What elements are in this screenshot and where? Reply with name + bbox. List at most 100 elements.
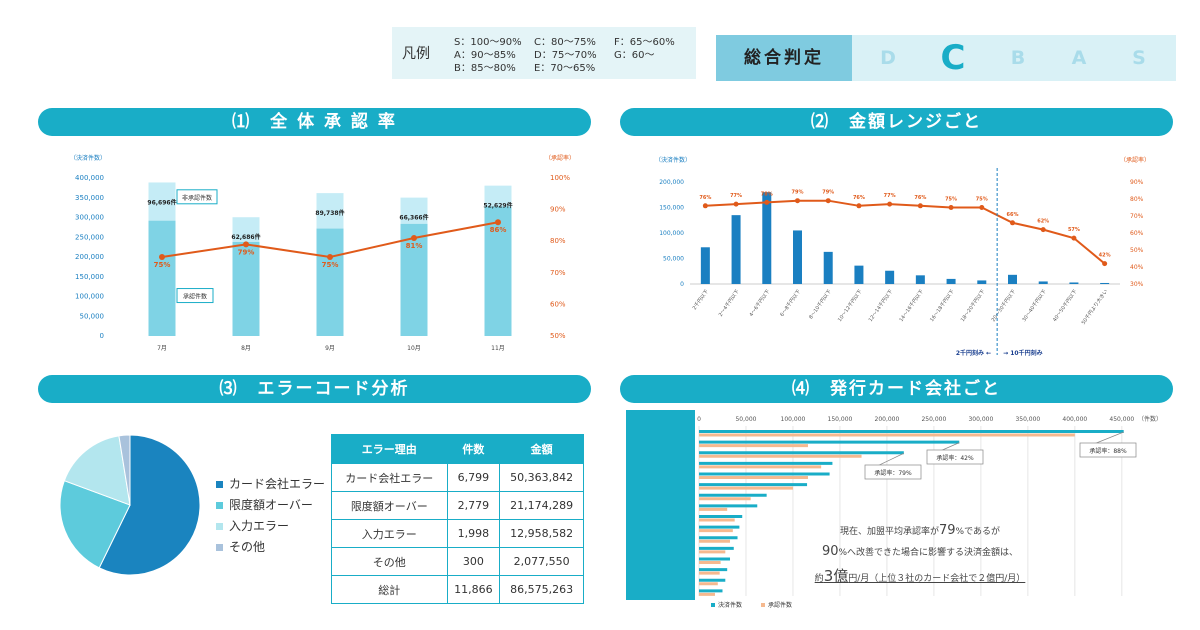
x-tick-label: 50千円より大きい xyxy=(1080,288,1109,326)
rate-point xyxy=(795,198,800,204)
table-row: 入力エラー 1,998 12,958,582 xyxy=(331,519,584,548)
rate-label: 86% xyxy=(490,226,507,234)
count-bar xyxy=(699,483,808,487)
count-bar xyxy=(731,215,741,284)
count-bar xyxy=(699,515,743,518)
legend-swatch xyxy=(216,481,223,488)
y2-tick-label: 30% xyxy=(1130,281,1144,288)
rate-label: 75% xyxy=(945,197,957,203)
bar-value-label: 52,629件 xyxy=(483,202,512,210)
count-bar xyxy=(1008,274,1017,284)
non-approved-bar xyxy=(400,197,428,224)
rate-point xyxy=(1040,227,1046,233)
column-header: 金額 xyxy=(499,434,584,464)
approved-bar xyxy=(484,206,512,336)
callout-label: 承認率：88% xyxy=(1089,447,1127,455)
note-line-1: 現在、加盟平均承認率が79%であるが xyxy=(839,523,1001,538)
rate-point xyxy=(327,254,333,260)
column-header: 件数 xyxy=(446,434,501,464)
count-bar xyxy=(699,504,758,508)
callout-label: 非承認件数 xyxy=(182,194,212,202)
table-cell: 6,799 xyxy=(446,463,501,492)
x-tick-label: 250,000 xyxy=(921,416,946,423)
improvement-note: 現在、加盟平均承認率が79%であるが 90%へ改善できた場合に影響する決済金額は… xyxy=(800,523,1040,586)
table-cell: 入力エラー xyxy=(331,519,448,548)
section-header-overall: ⑴ 全 体 承 認 率 xyxy=(38,108,591,136)
x-tick-label: 10月 xyxy=(407,345,421,352)
pie-slice xyxy=(59,480,131,569)
approved-bar xyxy=(699,539,731,543)
x-tick-label: 300,000 xyxy=(968,416,993,423)
card-issuer-name-panel xyxy=(626,410,695,600)
x-tick-label: 50,000 xyxy=(735,416,756,423)
approved-bar xyxy=(699,592,715,596)
note-line-3: 約3億円/月（上位３社のカード会社で２億円/月） xyxy=(814,567,1026,585)
y-tick-label: 300,000 xyxy=(75,214,104,222)
error-table: エラー理由 件数 金額 カード会社エラー 6,799 50,363,842 限度額オ… xyxy=(331,434,584,604)
table-cell: その他 xyxy=(331,547,448,576)
count-bar xyxy=(699,493,767,497)
legend-item: S：100〜90% xyxy=(454,37,522,48)
note-line-2: 90%へ改善できた場合に影響する決済金額は、 xyxy=(821,544,1019,559)
legend-swatch xyxy=(761,603,765,607)
approved-bar xyxy=(699,582,718,586)
rate-label: 75% xyxy=(154,261,171,269)
pie-legend-item: 入力エラー xyxy=(216,517,289,534)
count-bar xyxy=(946,278,956,284)
rate-label: 57% xyxy=(1068,227,1080,233)
rate-label: 66% xyxy=(1007,212,1019,218)
pie-legend-item: 限度額オーバー xyxy=(216,496,313,513)
y2-tick-label: 80% xyxy=(550,237,566,245)
non-approved-bar xyxy=(484,185,512,207)
rate-label: 62% xyxy=(1037,219,1049,225)
legend-item: G：60〜 xyxy=(614,50,655,61)
y-tick-label: 0 xyxy=(100,332,104,340)
rate-label: 75% xyxy=(322,261,339,269)
count-bar xyxy=(915,275,925,284)
x-tick-label: 450,000 xyxy=(1109,416,1134,423)
legend-swatch xyxy=(216,544,223,551)
count-bar xyxy=(854,265,864,284)
section-header-amount: ⑵ 金額レンジごと xyxy=(620,108,1173,136)
x-tick-label: 16〜18千円以下 xyxy=(928,288,955,323)
x-tick-label: 2〜4千円以下 xyxy=(717,288,741,318)
non-approved-bar xyxy=(148,182,176,221)
x-tick-label: 100,000 xyxy=(781,416,806,423)
table-cell: 12,958,582 xyxy=(499,519,584,548)
table-cell: 1,998 xyxy=(446,519,501,548)
x-tick-label: 30〜40千円以下 xyxy=(1020,288,1047,323)
left-axis-label: （決済件数） xyxy=(655,156,691,164)
approved-bar xyxy=(400,223,428,336)
x-tick-label: 18〜20千円以下 xyxy=(959,288,986,323)
pie-legend-item: カード会社エラー xyxy=(216,475,325,492)
count-bar xyxy=(699,589,723,593)
pie-slice xyxy=(63,435,131,506)
rate-label: 42% xyxy=(1099,253,1111,259)
y2-tick-label: 70% xyxy=(1130,213,1144,220)
x-tick-label: 400,000 xyxy=(1062,416,1087,423)
count-bar xyxy=(1038,281,1048,284)
section-header-errors: ⑶ エラーコード分析 xyxy=(38,375,591,403)
range-annotation-left: 2千円刻み ← xyxy=(956,349,991,357)
count-bar xyxy=(699,536,738,540)
approved-bar xyxy=(316,228,344,336)
x-axis-unit: （件数） xyxy=(1138,415,1162,423)
rate-label: 79% xyxy=(792,190,804,196)
rate-point xyxy=(764,199,770,205)
count-bar xyxy=(700,247,710,284)
callout-box xyxy=(1079,442,1137,458)
x-tick-label: 350,000 xyxy=(1015,416,1040,423)
callout-box xyxy=(176,288,214,304)
x-tick-label: 150,000 xyxy=(828,416,853,423)
grade-letter-s: S xyxy=(1132,47,1146,69)
rate-point xyxy=(948,205,954,210)
callout-box xyxy=(176,189,218,205)
y-tick-label: 350,000 xyxy=(75,194,104,202)
table-cell: 50,363,842 xyxy=(499,463,584,492)
error-code-pie-chart xyxy=(59,434,201,576)
rate-point xyxy=(917,203,923,209)
y2-tick-label: 60% xyxy=(550,300,566,308)
callout-label: 承認率：42% xyxy=(936,454,974,462)
y-tick-label: 0 xyxy=(680,281,684,288)
legend-title: 凡例 xyxy=(402,46,430,62)
